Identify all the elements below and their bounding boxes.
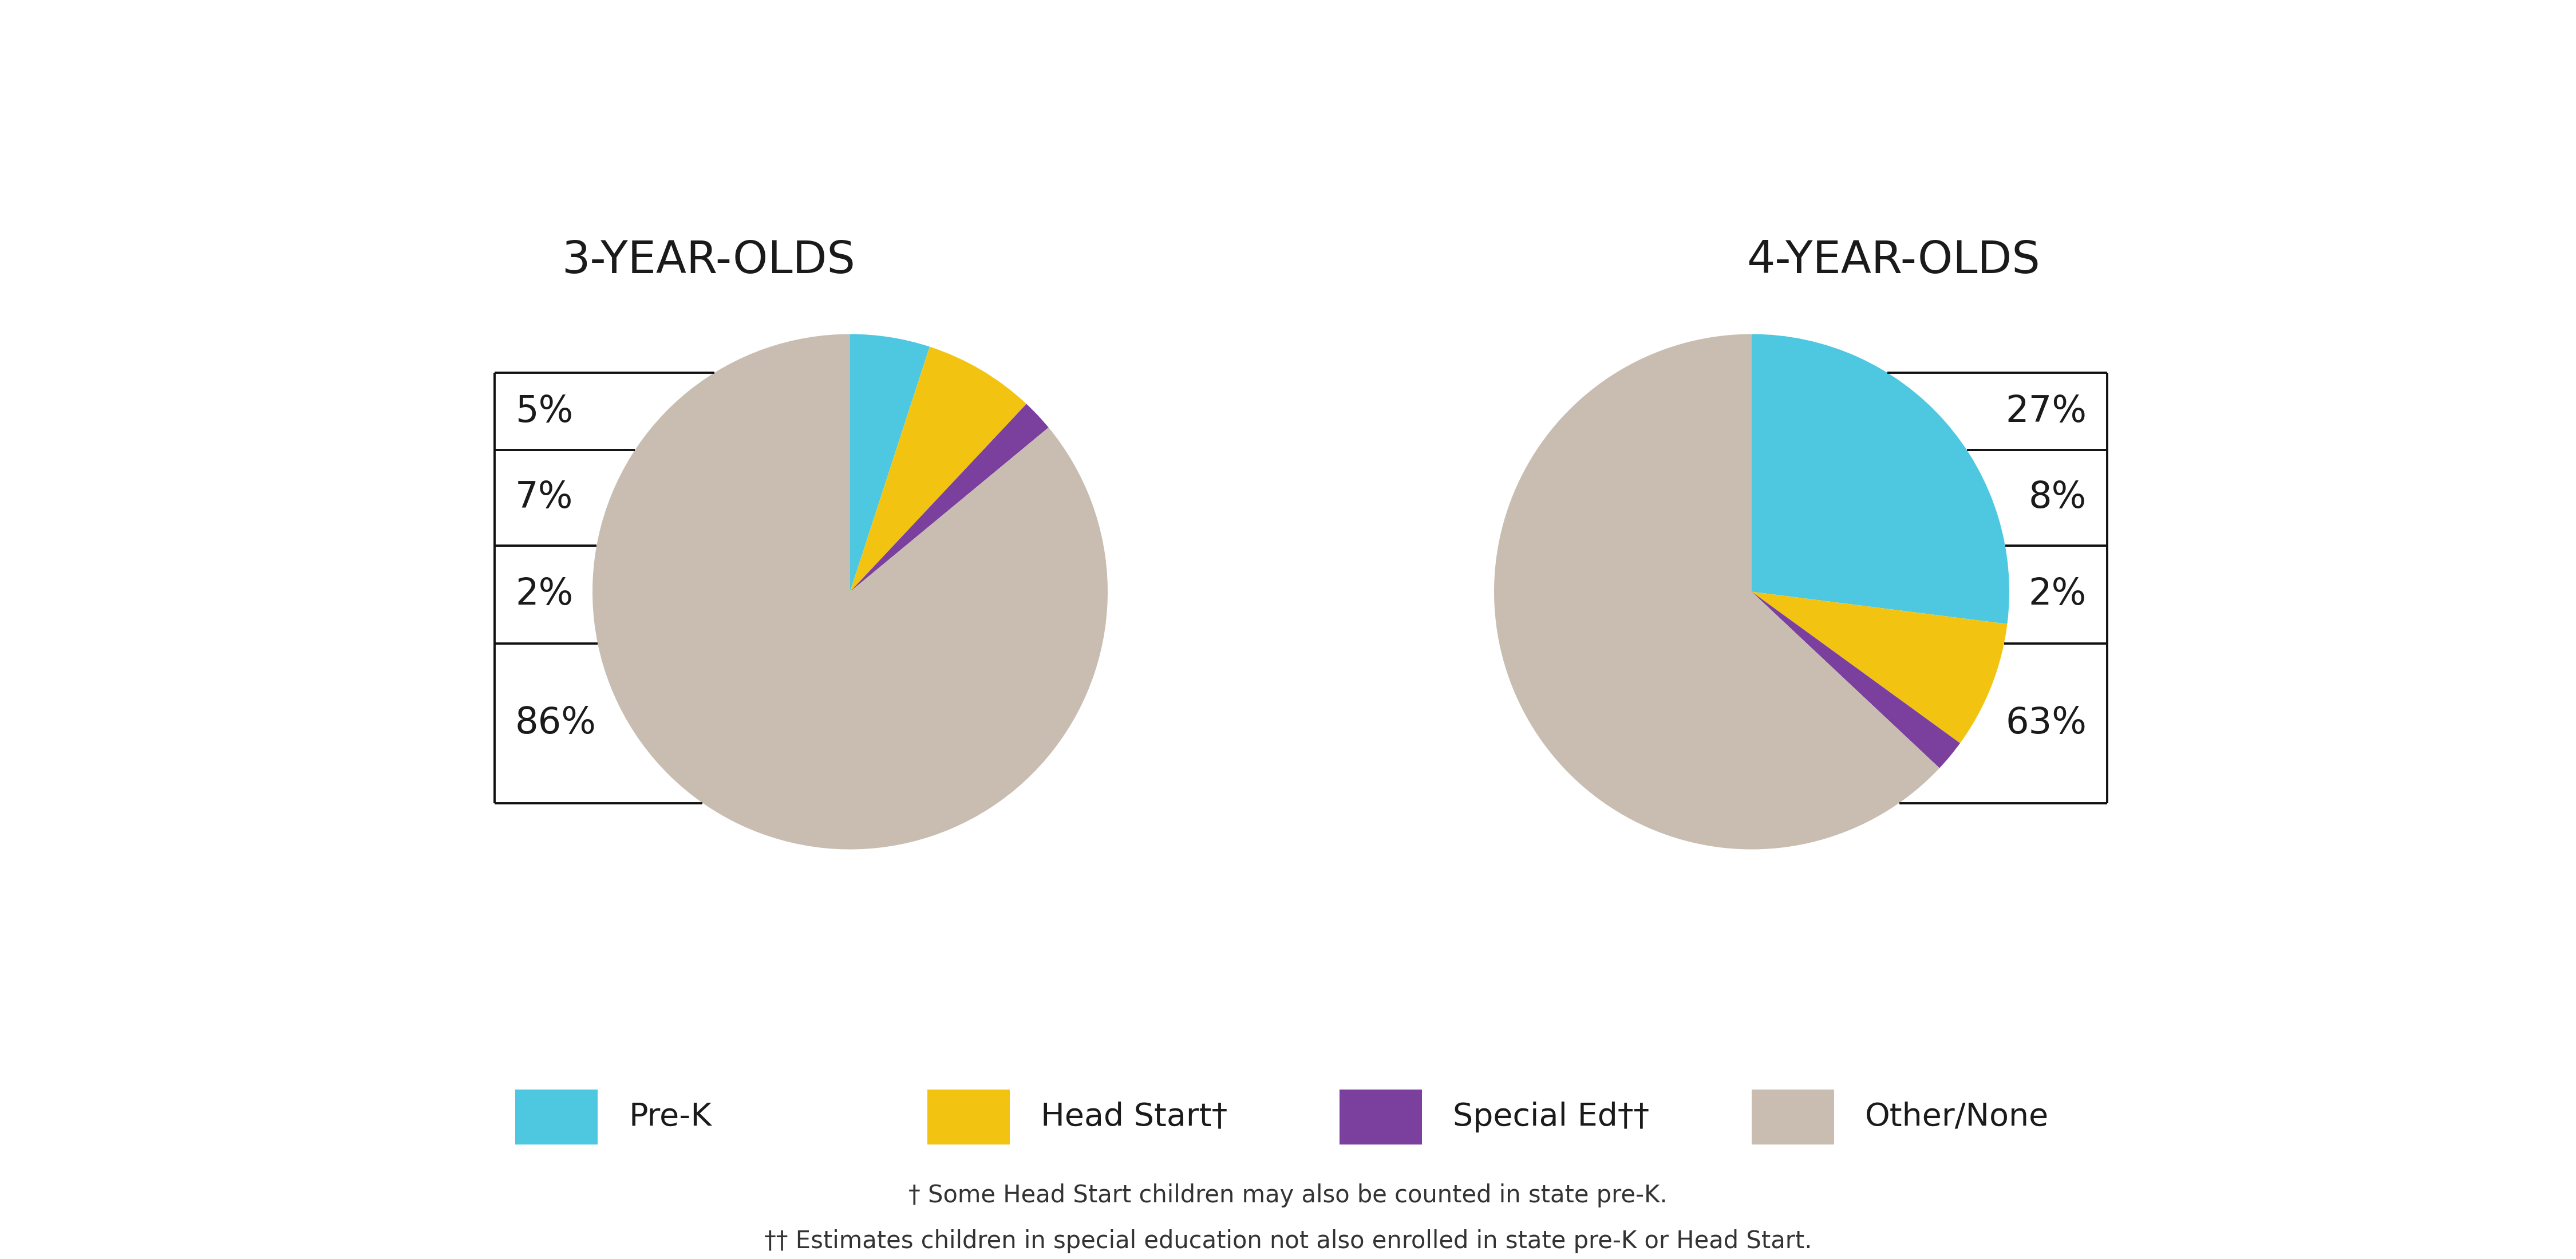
Text: 5%: 5% (515, 394, 572, 429)
FancyBboxPatch shape (927, 1089, 1010, 1144)
Text: 27%: 27% (2004, 394, 2087, 429)
FancyBboxPatch shape (1340, 1089, 1422, 1144)
Wedge shape (1752, 592, 1960, 768)
Text: Special Ed††: Special Ed†† (1453, 1102, 1649, 1132)
Text: †† Estimates children in special education not also enrolled in state pre-K or H: †† Estimates children in special educati… (765, 1229, 1811, 1254)
Text: 86%: 86% (515, 705, 598, 740)
Title: 3-YEAR-OLDS: 3-YEAR-OLDS (562, 239, 855, 282)
Text: Pre-K: Pre-K (629, 1102, 711, 1132)
Text: 63%: 63% (2004, 705, 2087, 740)
Text: 8%: 8% (2030, 480, 2087, 515)
Wedge shape (850, 334, 930, 592)
Wedge shape (592, 334, 1108, 850)
Text: Other/None: Other/None (1865, 1102, 2048, 1132)
Text: 2%: 2% (2030, 577, 2087, 612)
Text: Head Start†: Head Start† (1041, 1102, 1229, 1132)
FancyBboxPatch shape (515, 1089, 598, 1144)
Text: † Some Head Start children may also be counted in state pre-K.: † Some Head Start children may also be c… (909, 1183, 1667, 1207)
Wedge shape (850, 404, 1048, 592)
Wedge shape (850, 346, 1025, 592)
Wedge shape (1752, 592, 2007, 743)
Wedge shape (1494, 334, 1940, 850)
Text: 7%: 7% (515, 480, 574, 515)
FancyBboxPatch shape (1752, 1089, 1834, 1144)
Title: 4-YEAR-OLDS: 4-YEAR-OLDS (1747, 239, 2040, 282)
Wedge shape (1752, 334, 2009, 624)
Text: 2%: 2% (515, 577, 572, 612)
